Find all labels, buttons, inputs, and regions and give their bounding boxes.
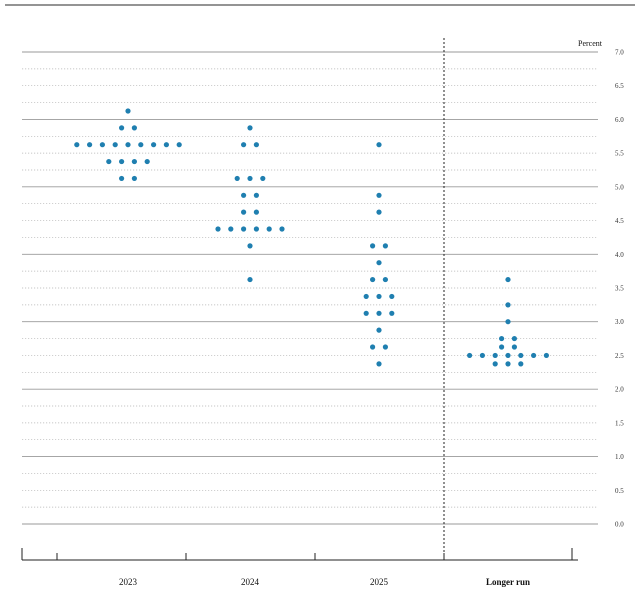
projection-dot xyxy=(241,192,247,198)
projection-dot xyxy=(163,142,169,148)
projection-dot xyxy=(543,352,550,359)
projection-dot xyxy=(253,226,259,232)
projection-dot xyxy=(119,125,125,131)
projection-dot xyxy=(376,142,382,148)
projection-dot xyxy=(266,226,272,232)
category-label: 2023 xyxy=(119,577,138,587)
projection-dot xyxy=(247,175,253,182)
projection-dot xyxy=(125,142,131,148)
y-tick-label: 3.0 xyxy=(615,318,624,326)
projection-dot xyxy=(511,344,517,350)
projection-dot xyxy=(131,175,137,182)
projection-dot xyxy=(363,293,369,300)
projection-dot xyxy=(131,125,137,131)
projection-dot xyxy=(518,361,524,367)
label-layer: 0.0 0.5 1.0 1.5 2.0 2.5 3.0 3.5 4.0 4.5 5.0 5.5 6.0 6… xyxy=(119,49,624,588)
projection-dot xyxy=(505,302,511,308)
projection-dot xyxy=(279,226,285,232)
projection-dot xyxy=(382,344,388,350)
projection-dot xyxy=(215,226,221,232)
projection-dot xyxy=(492,352,498,359)
projection-dot xyxy=(376,293,382,300)
projection-dot xyxy=(499,335,505,342)
projection-dot xyxy=(382,243,388,249)
y-tick-label: 4.0 xyxy=(615,251,624,259)
projection-dot xyxy=(505,319,511,325)
projection-dot xyxy=(389,310,395,316)
projection-dot xyxy=(176,142,182,148)
y-tick-label: 1.0 xyxy=(615,453,624,461)
projection-dot xyxy=(376,192,382,198)
projection-dot xyxy=(87,142,93,148)
projection-dot xyxy=(247,276,253,283)
projection-dot xyxy=(511,335,517,342)
projection-dot xyxy=(247,125,253,131)
projection-dot xyxy=(247,243,253,249)
projection-dot xyxy=(363,310,369,316)
projection-dot xyxy=(376,327,382,333)
projection-dot xyxy=(99,142,105,148)
axis-layer xyxy=(21,38,578,561)
projection-dot xyxy=(131,158,137,165)
projection-dot xyxy=(505,361,511,367)
projection-dot xyxy=(151,142,157,148)
y-tick-label: 6.5 xyxy=(615,82,624,90)
projection-dot xyxy=(376,361,382,367)
projection-dot xyxy=(389,293,395,300)
projection-dot xyxy=(376,310,382,316)
projection-dot xyxy=(479,352,485,359)
y-tick-label: 2.0 xyxy=(615,386,624,394)
y-tick-label: 1.5 xyxy=(615,419,624,427)
projection-dot xyxy=(253,209,259,215)
y-tick-label: 5.5 xyxy=(615,150,624,158)
projection-dot xyxy=(382,276,388,283)
projection-dot xyxy=(518,352,524,359)
y-tick-label: 0.0 xyxy=(615,521,624,529)
projection-dot xyxy=(241,226,247,232)
category-label: Longer run xyxy=(486,577,530,587)
projection-dot xyxy=(106,158,112,165)
projection-dot xyxy=(505,352,511,359)
projection-dot xyxy=(125,108,131,114)
projection-dot xyxy=(74,142,80,148)
category-label: 2025 xyxy=(370,577,389,587)
projection-dot xyxy=(499,344,505,350)
projection-dot xyxy=(260,175,266,182)
y-tick-label: 0.5 xyxy=(615,487,624,495)
y-tick-label: 3.5 xyxy=(615,285,624,293)
unit-label: Percent xyxy=(578,39,603,48)
projection-dot xyxy=(234,175,240,182)
projection-dot xyxy=(531,352,537,359)
projection-dot xyxy=(370,243,376,249)
projection-dot xyxy=(144,158,150,165)
projection-dot xyxy=(376,260,382,266)
y-tick-label: 5.0 xyxy=(615,183,624,191)
projection-dot xyxy=(370,276,376,283)
grid-layer xyxy=(22,51,598,525)
projection-dot xyxy=(467,352,473,359)
y-tick-label: 4.5 xyxy=(615,217,624,225)
dot-layer xyxy=(74,108,550,367)
y-tick-label: 2.5 xyxy=(615,352,624,360)
projection-dot xyxy=(492,361,498,367)
category-label: 2024 xyxy=(241,577,260,587)
projection-dot xyxy=(253,192,259,198)
projection-dot xyxy=(370,344,376,350)
projection-dot xyxy=(138,142,144,148)
projection-dot xyxy=(505,276,511,283)
projection-dot xyxy=(119,175,125,182)
projection-dot xyxy=(228,226,234,232)
projection-dot xyxy=(253,142,259,148)
projection-dot xyxy=(376,209,382,215)
projection-dot xyxy=(112,142,118,148)
projection-dot xyxy=(119,158,125,165)
projection-dot xyxy=(241,142,247,148)
y-tick-label: 7.0 xyxy=(615,49,624,57)
y-tick-label: 6.0 xyxy=(615,116,624,124)
projection-dot xyxy=(241,209,247,215)
